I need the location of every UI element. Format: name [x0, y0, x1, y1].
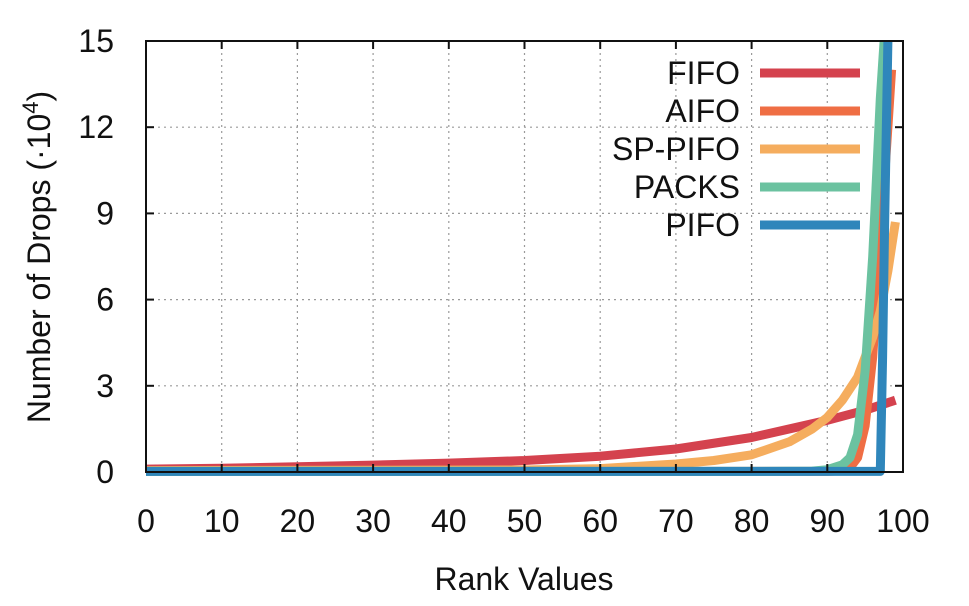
legend-label-aifo: AIFO	[665, 93, 740, 129]
y-axis-title-close: )	[21, 91, 57, 102]
x-tick-label: 100	[876, 503, 929, 539]
legend-label-fifo: FIFO	[667, 55, 740, 91]
y-axis-title: Number of Drops (·104)	[18, 91, 57, 423]
y-tick-label: 9	[96, 195, 114, 231]
x-tick-label: 40	[431, 503, 467, 539]
x-tick-label: 70	[658, 503, 694, 539]
y-tick-label: 12	[78, 109, 114, 145]
legend-label-sp-pifo: SP-PIFO	[612, 131, 740, 167]
y-axis-title-sup: 4	[18, 101, 43, 113]
y-tick-label: 15	[78, 23, 114, 59]
legend-label-pifo: PIFO	[665, 207, 740, 243]
ticks: 0 10 20 30 40 50 60 70 80 90 100 0 3 6 9 12 15	[78, 23, 929, 539]
x-tick-label: 60	[582, 503, 618, 539]
x-tick-label: 30	[355, 503, 391, 539]
series-line-aifo	[146, 69, 897, 476]
grid-lines	[146, 41, 903, 472]
y-tick-label: 0	[96, 454, 114, 490]
series-line-pifo	[146, 40, 893, 476]
x-tick-label: 10	[204, 503, 240, 539]
series-lines	[145, 40, 900, 476]
x-tick-label: 80	[734, 503, 770, 539]
x-tick-label: 20	[280, 503, 316, 539]
series-line-packs	[146, 40, 889, 476]
x-tick-label: 0	[137, 503, 155, 539]
series-line-fifo	[145, 395, 897, 474]
y-tick-label: 6	[96, 282, 114, 318]
x-tick-label: 50	[507, 503, 543, 539]
x-axis-title: Rank Values	[434, 561, 613, 597]
y-axis-title-main: Number of Drops (·10	[21, 114, 57, 423]
y-tick-label: 3	[96, 368, 114, 404]
x-tick-label: 90	[810, 503, 846, 539]
legend-label-packs: PACKS	[634, 169, 740, 205]
